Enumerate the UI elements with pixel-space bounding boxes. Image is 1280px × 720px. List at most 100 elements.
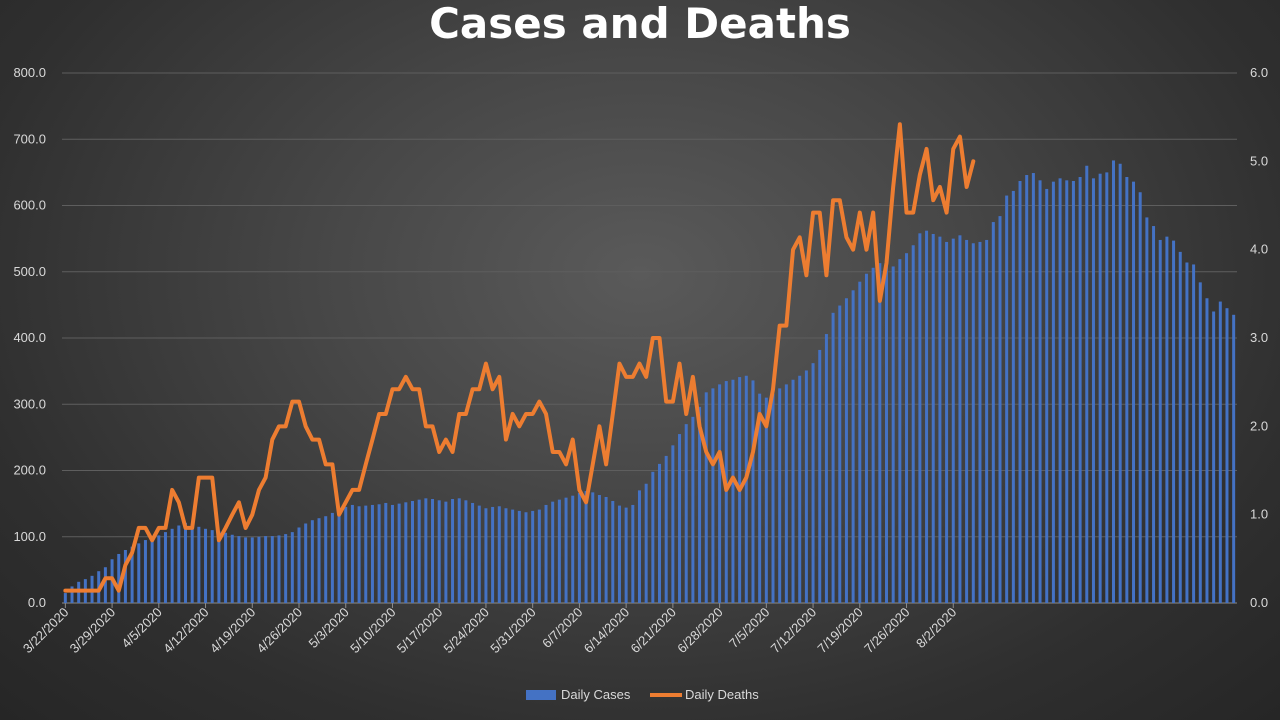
bar-daily-cases bbox=[451, 498, 455, 603]
bar-daily-cases bbox=[644, 483, 648, 603]
y2-tick-label: 4.0 bbox=[1250, 242, 1268, 257]
legend-label-daily-deaths[interactable]: Daily Deaths bbox=[685, 687, 759, 702]
bar-daily-cases bbox=[471, 502, 475, 603]
bar-daily-cases bbox=[931, 233, 935, 604]
bar-daily-cases bbox=[437, 500, 441, 603]
bar-daily-cases bbox=[70, 586, 74, 603]
bar-daily-cases bbox=[224, 532, 228, 603]
bar-daily-cases bbox=[978, 241, 982, 603]
bar-daily-cases bbox=[210, 530, 214, 604]
legend-label-daily-cases[interactable]: Daily Cases bbox=[561, 687, 631, 702]
y-tick-label: 800.0 bbox=[13, 65, 46, 80]
bar-daily-cases bbox=[1185, 262, 1189, 603]
bar-daily-cases bbox=[818, 349, 822, 603]
bar-daily-cases bbox=[157, 535, 161, 603]
bar-daily-cases bbox=[991, 222, 995, 603]
bar-daily-cases bbox=[511, 509, 515, 603]
bar-daily-cases bbox=[1018, 180, 1022, 604]
bar-daily-cases bbox=[137, 543, 141, 604]
y-tick-label: 0.0 bbox=[28, 595, 46, 610]
x-tick-label: 5/3/2020 bbox=[305, 605, 351, 651]
bar-daily-cases bbox=[1011, 190, 1015, 603]
bar-daily-cases bbox=[257, 536, 261, 603]
bar-daily-cases bbox=[938, 236, 942, 603]
bar-daily-cases bbox=[724, 381, 728, 603]
daily-cases-bars bbox=[63, 160, 1236, 604]
bar-daily-cases bbox=[791, 379, 795, 603]
bar-daily-cases bbox=[985, 239, 989, 603]
bar-daily-cases bbox=[898, 259, 902, 603]
bar-daily-cases bbox=[1192, 264, 1196, 603]
bar-daily-cases bbox=[771, 393, 775, 603]
bar-daily-cases bbox=[971, 243, 975, 603]
bar-daily-cases bbox=[117, 553, 121, 603]
bar-daily-cases bbox=[537, 509, 541, 603]
bar-daily-cases bbox=[130, 546, 134, 603]
bar-daily-cases bbox=[684, 424, 688, 604]
bar-daily-cases bbox=[744, 375, 748, 603]
bar-daily-cases bbox=[564, 497, 568, 603]
bar-daily-cases bbox=[1145, 217, 1149, 604]
bar-daily-cases bbox=[584, 491, 588, 603]
bar-daily-cases bbox=[431, 498, 435, 603]
x-tick-label: 3/22/2020 bbox=[20, 605, 72, 657]
bar-daily-cases bbox=[290, 532, 294, 603]
bar-daily-cases bbox=[577, 493, 581, 603]
bar-daily-cases bbox=[357, 506, 361, 603]
bar-daily-cases bbox=[404, 502, 408, 603]
bar-daily-cases bbox=[718, 384, 722, 604]
bar-daily-cases bbox=[965, 239, 969, 603]
y2-tick-label: 3.0 bbox=[1250, 330, 1268, 345]
y2-tick-label: 6.0 bbox=[1250, 65, 1268, 80]
bar-daily-cases bbox=[1065, 180, 1069, 603]
bar-daily-cases bbox=[143, 540, 147, 603]
y-tick-label: 700.0 bbox=[13, 131, 46, 146]
y-tick-label: 600.0 bbox=[13, 198, 46, 213]
bar-daily-cases bbox=[651, 471, 655, 603]
bar-daily-cases bbox=[1118, 163, 1122, 603]
x-tick-label: 7/26/2020 bbox=[861, 605, 913, 657]
bar-daily-cases bbox=[350, 504, 354, 603]
bar-daily-cases bbox=[844, 298, 848, 603]
x-tick-label: 4/12/2020 bbox=[160, 605, 212, 657]
bar-daily-cases bbox=[337, 509, 341, 603]
bar-daily-cases bbox=[1218, 301, 1222, 603]
bar-daily-cases bbox=[678, 434, 682, 603]
bar-daily-cases bbox=[317, 518, 321, 603]
bar-daily-cases bbox=[197, 526, 201, 603]
bar-daily-cases bbox=[851, 290, 855, 603]
bar-daily-cases bbox=[1091, 178, 1095, 603]
x-tick-label: 6/14/2020 bbox=[581, 605, 633, 657]
bar-daily-cases bbox=[424, 498, 428, 603]
x-tick-label: 3/29/2020 bbox=[67, 605, 119, 657]
bar-daily-cases bbox=[1085, 165, 1089, 603]
legend-swatch-daily-cases bbox=[526, 690, 556, 700]
bar-daily-cases bbox=[1165, 236, 1169, 603]
left-y-axis: 0.0 100.0 200.0 300.0 400.0 500.0 600.0 700.0 80… bbox=[13, 65, 46, 610]
bar-daily-cases bbox=[597, 495, 601, 603]
bar-daily-cases bbox=[377, 504, 381, 603]
bar-daily-cases bbox=[397, 503, 401, 604]
x-tick-label: 4/5/2020 bbox=[119, 605, 165, 651]
bar-daily-cases bbox=[477, 505, 481, 603]
bar-daily-cases bbox=[925, 230, 929, 603]
bar-daily-cases bbox=[1005, 195, 1009, 603]
bar-daily-cases bbox=[691, 416, 695, 603]
x-tick-label: 5/24/2020 bbox=[441, 605, 493, 657]
bar-daily-cases bbox=[184, 522, 188, 603]
x-tick-label: 4/19/2020 bbox=[207, 605, 259, 657]
bar-daily-cases bbox=[370, 504, 374, 603]
bar-daily-cases bbox=[277, 535, 281, 603]
bar-daily-cases bbox=[444, 501, 448, 603]
bar-daily-cases bbox=[1038, 180, 1042, 603]
y2-tick-label: 1.0 bbox=[1250, 507, 1268, 522]
bar-daily-cases bbox=[658, 463, 662, 604]
x-tick-label: 7/12/2020 bbox=[768, 605, 820, 657]
bar-daily-cases bbox=[330, 512, 334, 603]
bar-daily-cases bbox=[1198, 282, 1202, 603]
bar-daily-cases bbox=[457, 498, 461, 603]
bar-daily-cases bbox=[1105, 172, 1109, 604]
bar-daily-cases bbox=[804, 370, 808, 603]
bar-daily-cases bbox=[177, 525, 181, 603]
